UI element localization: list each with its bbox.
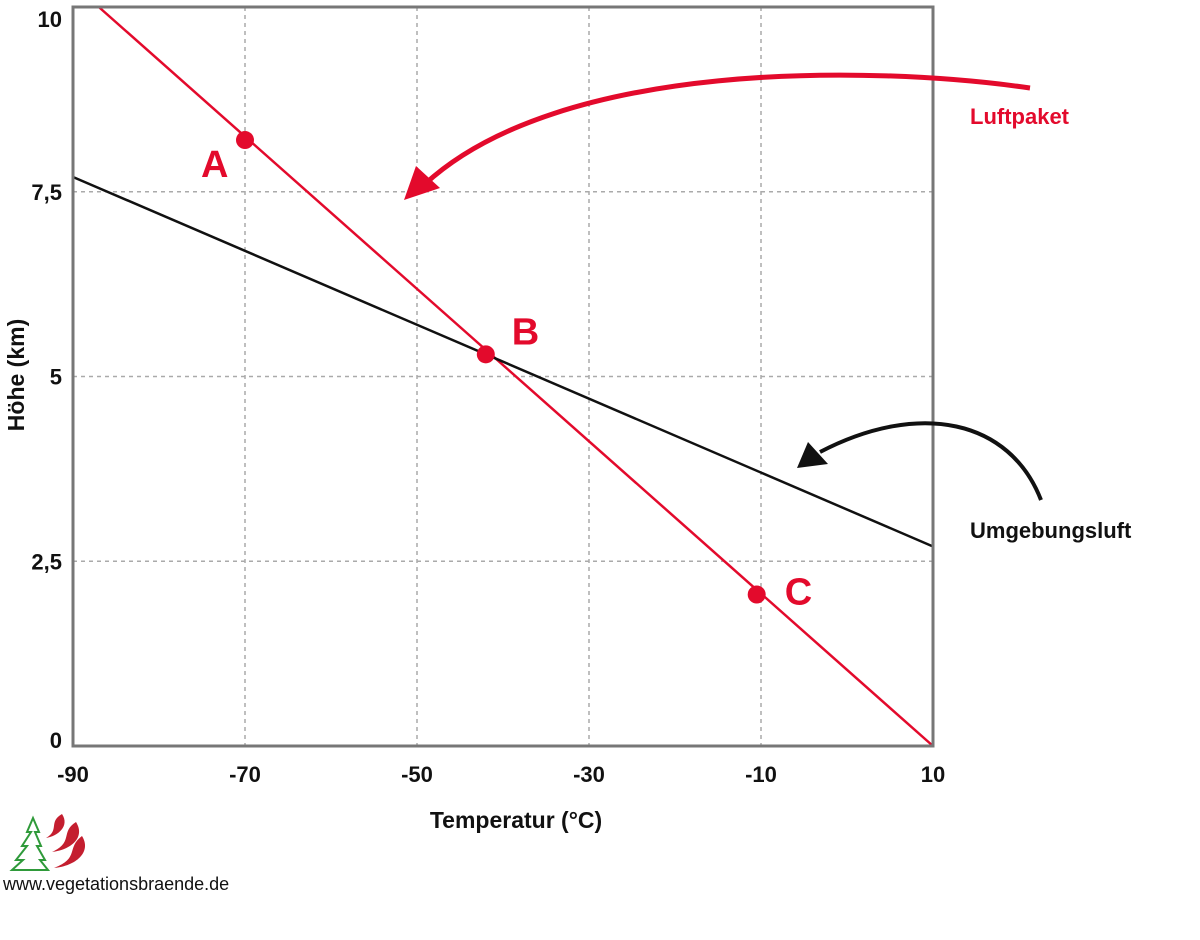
series-line-luftpaket	[97, 6, 934, 747]
point-label-b: B	[512, 311, 539, 353]
umgebungsluft-annotation: Umgebungsluft	[970, 518, 1132, 543]
website-url: www.vegetationsbraende.de	[2, 874, 229, 894]
x-tick-label: 10	[921, 762, 945, 787]
tree-and-flame-logo-icon	[9, 814, 86, 871]
luftpaket-annotation: Luftpaket	[970, 104, 1070, 129]
y-tick-label: 0	[50, 728, 62, 753]
series-line-umgebungsluft	[72, 175, 934, 548]
x-axis-title: Temperatur (°C)	[430, 807, 602, 833]
y-tick-label: 5	[50, 365, 62, 390]
luftpaket-arrowhead	[404, 166, 440, 200]
point-b	[476, 345, 495, 364]
y-tick-label: 7,5	[31, 180, 62, 205]
point-c	[747, 585, 766, 604]
x-tick-label: -70	[229, 762, 261, 787]
y-tick-label: 2,5	[31, 549, 62, 574]
grid	[73, 7, 933, 746]
x-tick-label: -50	[401, 762, 433, 787]
luftpaket-arrow	[423, 72, 1031, 186]
plot-frame	[71, 5, 935, 748]
point-label-c: C	[785, 572, 812, 614]
x-tick-label: -90	[57, 762, 89, 787]
point-a	[236, 131, 254, 150]
umgebungsluft-arrow	[819, 421, 1043, 501]
point-label-a: A	[201, 144, 228, 186]
tick-labels: -90 -70 -50 -30 -10 10 0 2,5 5 7,5 10	[31, 7, 945, 787]
labeled-points: A B C	[201, 131, 812, 614]
y-tick-label: 10	[38, 7, 62, 32]
y-axis-title: Höhe (km)	[3, 319, 29, 431]
x-tick-label: -30	[573, 762, 605, 787]
umgebungsluft-arrowhead	[797, 442, 828, 468]
series-layer	[72, 6, 934, 747]
x-tick-label: -10	[745, 762, 777, 787]
